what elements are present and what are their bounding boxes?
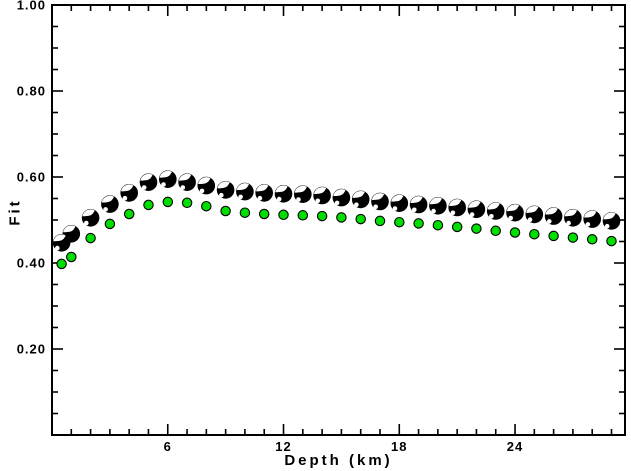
beachball-marker [506, 203, 524, 222]
green-dot-marker [56, 258, 67, 270]
x-axis-title: Depth (km) [284, 452, 393, 469]
beachball-marker [236, 182, 254, 201]
y-tick-label: 1.00 [17, 0, 46, 13]
green-dot-marker [413, 218, 424, 229]
beachball-marker [274, 184, 293, 203]
beachball-marker [101, 195, 119, 213]
x-tick-label: 6 [164, 439, 172, 454]
x-tick-label: 18 [391, 439, 407, 454]
green-dot-marker [201, 200, 212, 212]
beachball-marker [255, 183, 274, 202]
green-dot-marker [394, 216, 405, 228]
green-dot-marker [297, 210, 309, 221]
axis-ticks [52, 5, 625, 435]
green-dot-marker [316, 210, 328, 222]
beachball-marker [158, 170, 177, 189]
green-dot-marker [586, 234, 598, 245]
beachball-marker [390, 194, 409, 213]
beachball-marker [52, 233, 71, 252]
green-dot-marker [451, 221, 463, 233]
green-dot-marker [336, 212, 347, 223]
y-axis-title: Fit [6, 198, 24, 226]
beachball-marker [544, 207, 563, 225]
beachball-marker [351, 190, 370, 209]
green-dot-marker [567, 232, 579, 243]
beachball-marker [448, 198, 467, 217]
green-dot-marker [548, 230, 559, 242]
y-tick-label: 0.20 [17, 342, 46, 357]
green-dot-marker [104, 218, 116, 230]
beachball-marker [332, 188, 351, 207]
green-dot-marker [471, 223, 482, 234]
green-dot-marker [374, 215, 386, 227]
green-dot-marker [181, 197, 193, 209]
green-dot-marker [162, 196, 174, 208]
green-dot-marker [278, 209, 289, 221]
x-tick-label: 12 [275, 439, 291, 454]
beachball-marker [583, 210, 602, 228]
beachball-marker [525, 205, 544, 224]
beachball-marker [467, 200, 486, 219]
beachball-marker [197, 176, 216, 195]
beachball-marker [429, 196, 447, 215]
beachball-marker [216, 180, 235, 199]
green-dot-marker [143, 199, 154, 211]
beachball-marker [120, 183, 139, 202]
green-dot-marker [432, 219, 444, 231]
tick-labels: 6 12 18 24 0.20 0.40 0.60 0.80 1.00 [17, 0, 523, 454]
green-dot-marker [123, 208, 135, 220]
y-tick-label: 0.60 [17, 170, 46, 185]
green-dot-marker [509, 227, 521, 238]
beachball-marker [293, 185, 312, 204]
y-tick-label: 0.80 [17, 84, 46, 99]
beachball-marker [371, 192, 389, 211]
green-dot-marker [529, 228, 540, 240]
green-dot-series [56, 196, 617, 270]
beachball-marker [139, 173, 158, 192]
beachball-marker [564, 208, 582, 227]
green-dot-marker [355, 213, 366, 225]
y-tick-label: 0.40 [17, 256, 46, 271]
beachball-marker [81, 208, 100, 227]
beachball-marker [409, 195, 428, 214]
green-dot-marker [66, 251, 77, 263]
beachball-marker [602, 211, 621, 230]
green-dot-marker [220, 205, 231, 217]
green-dot-marker [258, 208, 270, 220]
x-tick-label: 24 [507, 439, 523, 454]
green-dot-marker [490, 225, 501, 237]
beachball-marker [313, 186, 331, 205]
beachball-marker [486, 202, 505, 220]
green-dot-marker [85, 232, 96, 244]
green-dot-marker [606, 235, 617, 247]
green-dot-marker [239, 207, 251, 218]
beachball-marker [178, 173, 196, 192]
